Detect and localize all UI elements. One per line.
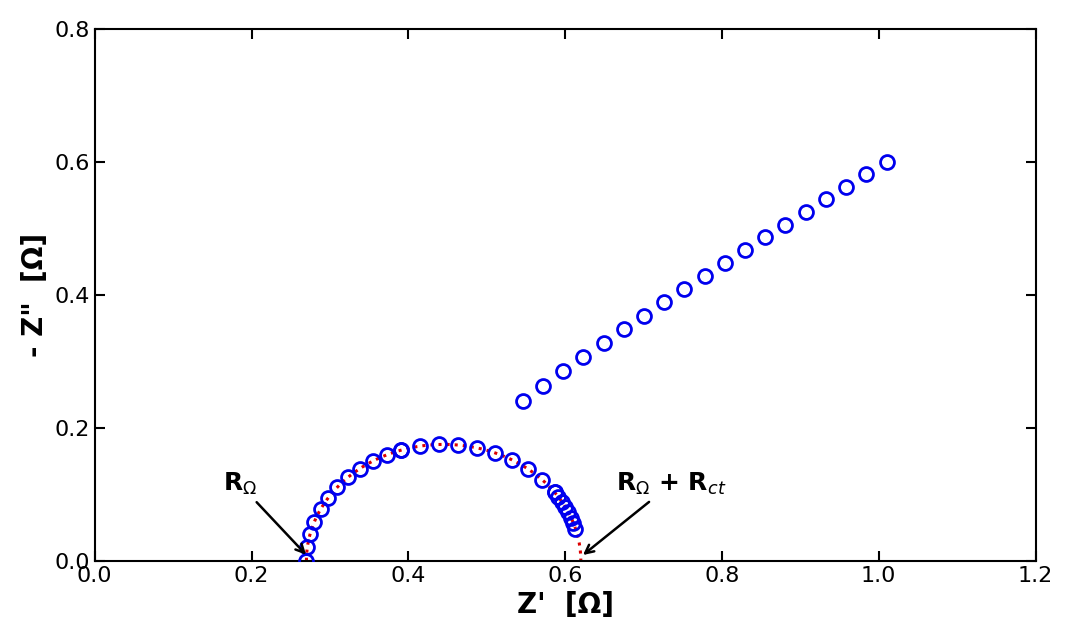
Text: R$_\Omega$: R$_\Omega$ [222,471,304,553]
Text: R$_\Omega$ + R$_{ct}$: R$_\Omega$ + R$_{ct}$ [585,471,726,553]
Y-axis label: - Z"  [Ω]: - Z" [Ω] [20,233,48,357]
X-axis label: Z'  [Ω]: Z' [Ω] [517,591,613,619]
